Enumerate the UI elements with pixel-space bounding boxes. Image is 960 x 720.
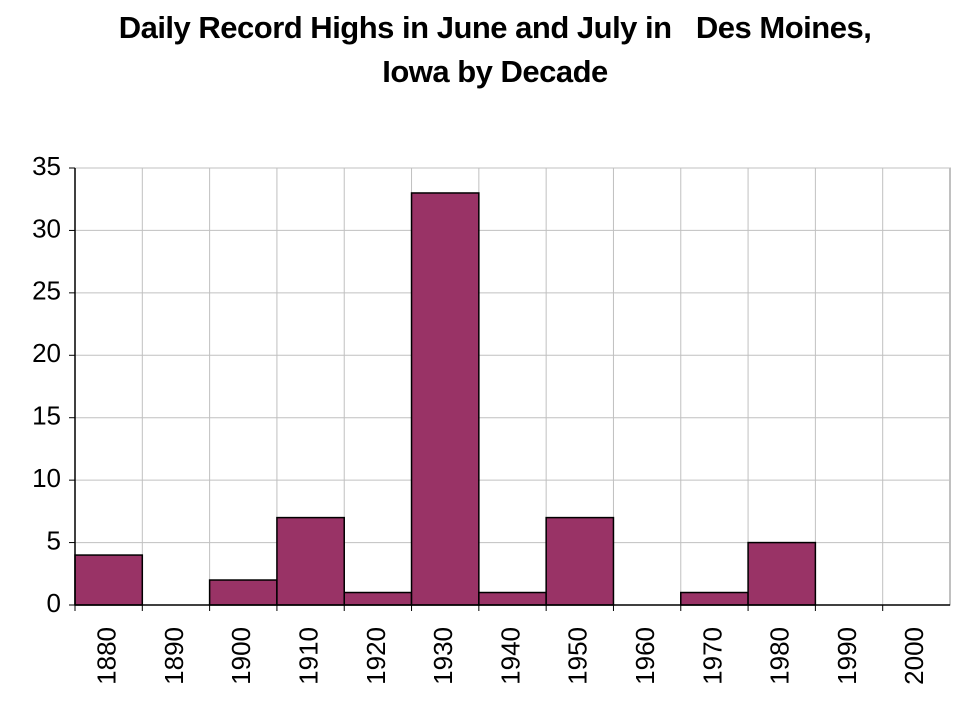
x-tick-label: 1950 [563, 627, 593, 685]
x-tick-label: 1910 [293, 627, 323, 685]
y-tick-label: 35 [32, 151, 61, 181]
bar [680, 591, 749, 606]
y-tick-label: 20 [32, 338, 61, 368]
y-tick-label: 15 [32, 401, 61, 431]
bar [208, 579, 278, 606]
x-tick-label: 1940 [495, 627, 525, 685]
x-tick-label: 1930 [428, 627, 458, 685]
bar [410, 192, 480, 606]
x-tick-label: 1990 [832, 627, 862, 685]
x-tick-label: 1970 [697, 627, 727, 685]
bar [747, 541, 817, 606]
chart-title: Daily Record Highs in June and July in D… [118, 10, 880, 89]
x-tick-label: 1980 [765, 627, 795, 685]
bar [343, 591, 413, 606]
bar [545, 516, 615, 606]
x-tick-label: 1960 [630, 627, 660, 685]
x-tick-label: 1880 [92, 627, 122, 685]
y-tick-label: 25 [32, 276, 61, 306]
y-tick-label: 0 [47, 588, 61, 618]
x-tick-label: 1890 [159, 627, 189, 685]
x-tick-label: 2000 [899, 627, 929, 685]
x-tick-label: 1900 [226, 627, 256, 685]
x-tick-label: 1920 [361, 627, 391, 685]
bar [478, 591, 547, 606]
plot-area [74, 167, 951, 606]
y-tick-label: 30 [32, 213, 61, 243]
y-tick-label: 10 [32, 463, 61, 493]
bar [74, 554, 144, 606]
y-tick-label: 5 [47, 525, 61, 555]
bar [276, 516, 345, 606]
